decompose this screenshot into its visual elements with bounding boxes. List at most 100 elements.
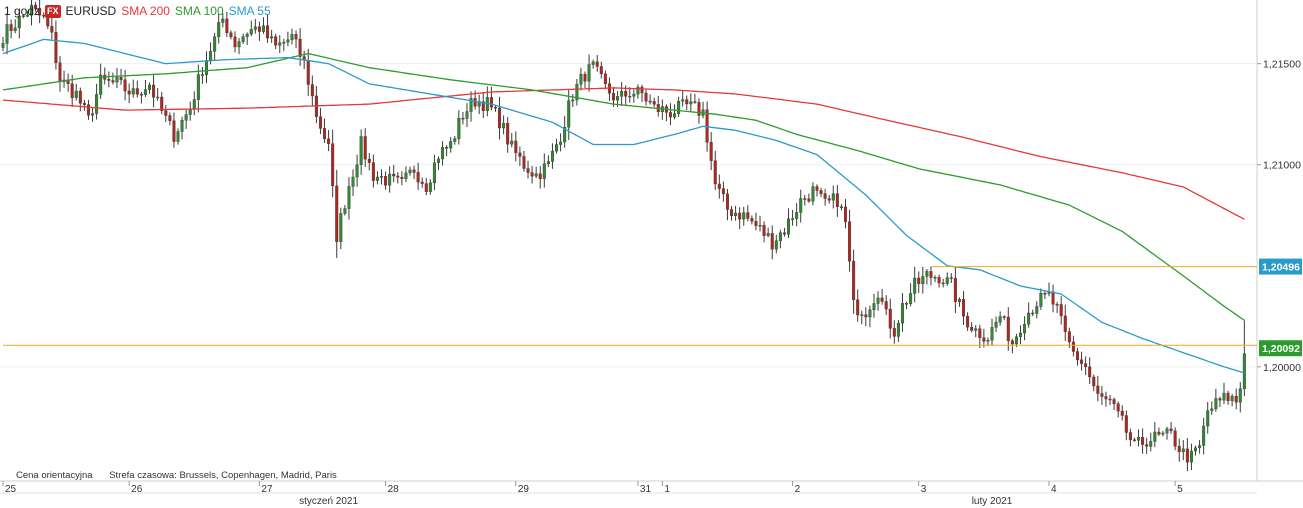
candle-298 — [1214, 388, 1218, 412]
candle-29 — [119, 68, 123, 85]
candle-134 — [546, 155, 550, 168]
y-tick-label-1: 1,21000 — [1263, 160, 1301, 172]
candle-251 — [1023, 316, 1027, 341]
candle-72 — [294, 30, 298, 49]
candle-245 — [998, 311, 1002, 326]
candle-138 — [563, 115, 567, 148]
candle-280 — [1141, 428, 1145, 454]
candle-225 — [917, 271, 921, 293]
x-day-label-9: 4 — [1051, 484, 1057, 495]
candle-94 — [384, 171, 388, 190]
y-tick-label-0: 1,21500 — [1263, 59, 1301, 71]
legend-sma200[interactable]: SMA 200 — [121, 4, 170, 18]
x-axis: 25 26 27 28 29 31 1 2 3 4 5 styczeń 2021 luty 2021 — [2, 481, 1183, 507]
candle-89 — [363, 128, 367, 167]
candle-300 — [1222, 382, 1226, 405]
candle-103 — [420, 177, 424, 188]
candle-19 — [78, 87, 82, 112]
candle-123 — [502, 115, 506, 135]
candle-109 — [445, 145, 449, 157]
candle-224 — [913, 266, 917, 303]
candle-113 — [461, 111, 465, 125]
candle-45 — [184, 108, 188, 129]
candle-13 — [54, 20, 58, 70]
candle-192 — [782, 227, 786, 237]
candle-149 — [607, 77, 611, 102]
candle-31 — [127, 83, 131, 104]
candle-274 — [1116, 401, 1120, 418]
candle-232 — [945, 272, 949, 286]
candle-254 — [1035, 301, 1039, 319]
candle-166 — [677, 96, 681, 118]
candle-158 — [644, 89, 648, 106]
candle-277 — [1128, 428, 1132, 447]
candle-285 — [1161, 430, 1165, 437]
candle-264 — [1075, 347, 1079, 366]
candle-229 — [933, 275, 937, 283]
candle-246 — [1002, 315, 1006, 321]
timeframe-label[interactable]: 1 godz — [4, 4, 41, 18]
candle-132 — [538, 166, 542, 189]
candle-97 — [396, 172, 400, 184]
candle-93 — [380, 169, 384, 185]
candle-287 — [1169, 421, 1173, 435]
candle-79 — [323, 118, 327, 143]
candle-41 — [168, 112, 172, 126]
candle-27 — [111, 72, 115, 85]
candle-191 — [778, 229, 782, 249]
candle-184 — [750, 215, 754, 225]
candle-95 — [388, 166, 392, 193]
candle-174 — [709, 132, 713, 171]
candle-65 — [266, 14, 270, 43]
candle-22 — [91, 107, 95, 122]
candle-218 — [888, 298, 892, 339]
candle-237 — [966, 312, 970, 331]
candle-71 — [290, 28, 294, 45]
candle-43 — [176, 128, 180, 145]
candle-76 — [310, 75, 314, 107]
candle-110 — [449, 137, 453, 153]
candle-58 — [237, 37, 241, 55]
candle-207 — [843, 199, 847, 229]
candle-292 — [1189, 443, 1193, 471]
candle-162 — [660, 99, 664, 120]
legend-sma100[interactable]: SMA 100 — [174, 4, 224, 18]
candle-14 — [58, 56, 62, 92]
candle-8 — [34, 1, 38, 12]
candle-148 — [603, 70, 607, 90]
candle-282 — [1149, 432, 1153, 452]
symbol-label[interactable]: EURUSD — [65, 4, 117, 18]
candle-200 — [815, 184, 819, 197]
candle-179 — [730, 206, 734, 221]
sma-series — [2, 38, 1245, 374]
candle-69 — [282, 38, 286, 52]
candle-104 — [424, 177, 428, 196]
candle-299 — [1218, 396, 1222, 408]
candle-204 — [831, 185, 835, 209]
candle-247 — [1006, 307, 1010, 351]
candle-0 — [1, 36, 5, 52]
candle-289 — [1177, 438, 1181, 462]
candle-100 — [408, 166, 412, 176]
legend-sma55[interactable]: SMA 55 — [228, 4, 271, 18]
candle-133 — [542, 153, 546, 188]
candle-196 — [799, 189, 803, 223]
candle-185 — [754, 212, 758, 231]
y-axis: 1,21500 1,21000 1,20000 1,20496 1,20092 — [1257, 59, 1302, 374]
candle-253 — [1031, 309, 1035, 317]
x-day-label-0: 25 — [5, 484, 17, 495]
candle-50 — [204, 51, 208, 84]
candle-228 — [929, 266, 933, 286]
candle-297 — [1210, 401, 1214, 415]
candle-124 — [506, 116, 510, 153]
candle-16 — [66, 73, 70, 92]
candle-96 — [392, 164, 396, 183]
candle-257 — [1047, 282, 1051, 297]
candle-201 — [819, 187, 823, 198]
candle-23 — [95, 83, 99, 120]
candle-194 — [791, 210, 795, 226]
candle-234 — [953, 267, 957, 314]
candle-278 — [1132, 437, 1136, 442]
candle-288 — [1173, 427, 1177, 451]
